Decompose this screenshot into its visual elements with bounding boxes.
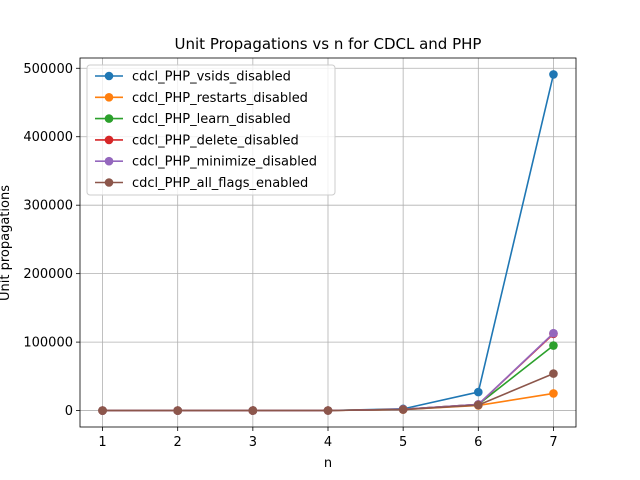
y-tick-label: 100000 <box>23 336 73 351</box>
legend-marker <box>104 178 114 187</box>
data-point <box>98 406 107 415</box>
data-point <box>549 369 558 378</box>
x-tick-label: 7 <box>549 435 557 450</box>
legend-marker <box>104 93 114 102</box>
data-point <box>549 328 558 338</box>
chart-title: Unit Propagations vs n for CDCL and PHP <box>175 35 482 53</box>
data-point <box>474 387 483 397</box>
x-axis-label: n <box>324 456 332 471</box>
legend-marker <box>104 114 114 123</box>
legend-entry: cdcl_PHP_delete_disabled <box>95 133 299 148</box>
series-layer <box>98 70 558 415</box>
data-point <box>549 389 558 398</box>
data-point <box>474 400 483 410</box>
ticks: 1 2 3 4 5 6 7 0 100000 200000 300000 400000 500000 <box>23 62 557 450</box>
legend-frame <box>86 64 336 196</box>
legend-entry: cdcl_PHP_all_flags_enabled <box>95 176 308 191</box>
y-tick-label: 500000 <box>23 62 73 77</box>
x-tick-label: 6 <box>474 435 482 450</box>
legend-entry: cdcl_PHP_restarts_disabled <box>95 91 308 106</box>
x-tick-label: 3 <box>249 435 257 450</box>
y-axis-label: Unit propagations <box>0 185 13 301</box>
legend-label: cdcl_PHP_all_flags_enabled <box>132 176 308 191</box>
x-tick-label: 5 <box>399 435 407 450</box>
data-point <box>398 405 408 414</box>
legend-entry: cdcl_PHP_minimize_disabled <box>95 155 317 170</box>
data-point <box>549 341 558 350</box>
data-point <box>549 70 558 79</box>
y-tick-label: 200000 <box>23 267 73 282</box>
legend-label: cdcl_PHP_minimize_disabled <box>132 155 317 170</box>
x-tick-label: 1 <box>98 435 106 450</box>
x-tick-label: 4 <box>324 435 332 450</box>
series-cdcl_PHP_all_flags_enabled <box>98 369 558 415</box>
legend-marker <box>104 156 114 166</box>
legend-label: cdcl_PHP_restarts_disabled <box>132 91 308 106</box>
data-point <box>248 406 258 415</box>
legend-label: cdcl_PHP_delete_disabled <box>132 133 299 148</box>
data-point <box>323 406 333 415</box>
legend-marker <box>104 135 114 145</box>
legend-label: cdcl_PHP_vsids_disabled <box>132 70 291 85</box>
legend: cdcl_PHP_vsids_disabled cdcl_PHP_restarts… <box>86 64 336 196</box>
y-tick-label: 0 <box>65 404 73 419</box>
legend-entry: cdcl_PHP_learn_disabled <box>95 112 291 127</box>
y-tick-label: 400000 <box>23 130 73 145</box>
x-tick-label: 2 <box>174 435 182 450</box>
y-tick-label: 300000 <box>23 199 73 214</box>
data-point <box>173 406 182 415</box>
legend-label: cdcl_PHP_learn_disabled <box>132 112 291 127</box>
legend-entry: cdcl_PHP_vsids_disabled <box>95 70 291 85</box>
legend-marker <box>104 71 114 81</box>
